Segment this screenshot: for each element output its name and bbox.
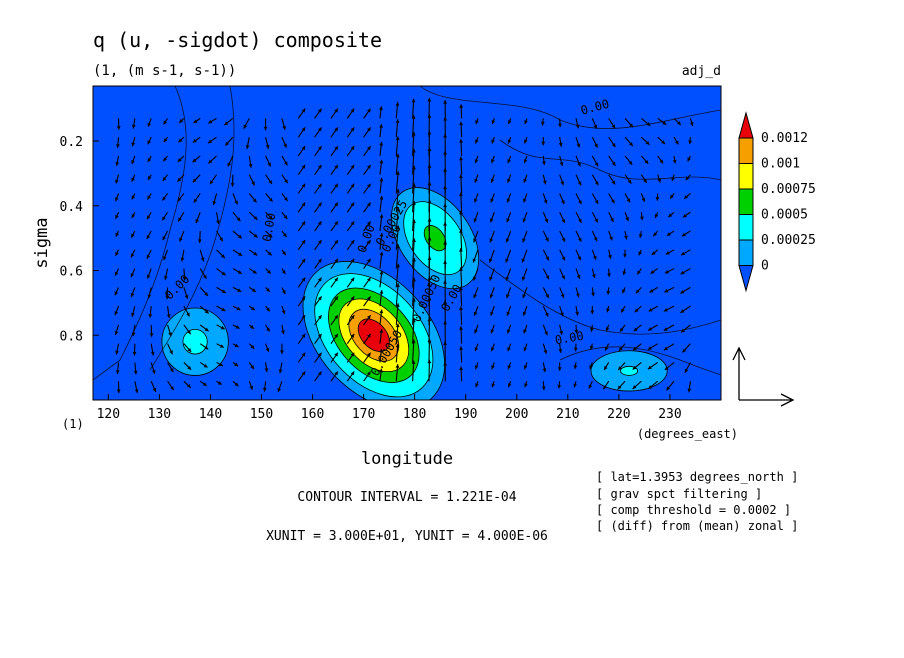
x-tick-label: 230 [658, 407, 681, 422]
info-line: [ grav spct filtering ] [596, 487, 762, 501]
x-tick-label: 180 [403, 407, 426, 422]
x-tick-label: 160 [301, 407, 324, 422]
legend-label: 0.00025 [761, 233, 816, 248]
x-tick-label: 140 [199, 407, 222, 422]
x-axis-label: longitude [361, 449, 453, 469]
reference-vector [733, 348, 793, 406]
legend-label: 0.0012 [761, 131, 808, 146]
x-tick-label: 200 [505, 407, 528, 422]
x-tick-label: 190 [454, 407, 477, 422]
x-tick-label: 130 [148, 407, 171, 422]
x-tick-label: 210 [556, 407, 579, 422]
x-axis-units: (degrees_east) [637, 427, 738, 441]
chart-subtitle: (1, (m s-1, s-1)) [93, 63, 236, 79]
color-legend: 0.0012 0.001 0.00075 0.0005 0.00025 0 [739, 113, 816, 291]
x-tick-label: 120 [97, 407, 120, 422]
legend-swatch [739, 138, 753, 164]
legend-swatch [739, 266, 753, 291]
y-axis-label: sigma [32, 217, 52, 268]
legend-label: 0 [761, 259, 769, 274]
info-line: [ (diff) from (mean) zonal ] [596, 519, 798, 533]
legend-label: 0.00075 [761, 182, 816, 197]
y-tick-label: 0.8 [60, 329, 83, 344]
chart-title: q (u, -sigdot) composite [93, 28, 382, 52]
info-box: [ lat=1.3953 degrees_north ] [ grav spct… [596, 470, 798, 533]
legend-swatch [739, 164, 753, 190]
plot-area: 0.000.000.000.000.000.000.000.000250.000… [93, 86, 721, 436]
x-tick-label: 220 [607, 407, 630, 422]
y-axis-units: (1) [62, 417, 84, 431]
units-line: XUNIT = 3.000E+01, YUNIT = 4.000E-06 [266, 529, 548, 544]
info-line: [ comp threshold = 0.0002 ] [596, 503, 791, 517]
legend-swatch [739, 215, 753, 241]
legend-swatch [739, 189, 753, 215]
y-tick-label: 0.2 [60, 135, 83, 150]
contour-interval: CONTOUR INTERVAL = 1.221E-04 [297, 490, 516, 505]
x-tick-label: 170 [352, 407, 375, 422]
legend-label: 0.001 [761, 157, 800, 172]
case-label: adj_d [682, 64, 721, 79]
info-line: [ lat=1.3953 degrees_north ] [596, 470, 798, 484]
x-tick-label: 150 [250, 407, 273, 422]
legend-label: 0.0005 [761, 208, 808, 223]
y-tick-label: 0.4 [60, 200, 84, 215]
legend-swatch [739, 113, 753, 138]
contour-band [183, 329, 207, 354]
legend-swatch [739, 240, 753, 266]
y-tick-label: 0.6 [60, 265, 83, 280]
